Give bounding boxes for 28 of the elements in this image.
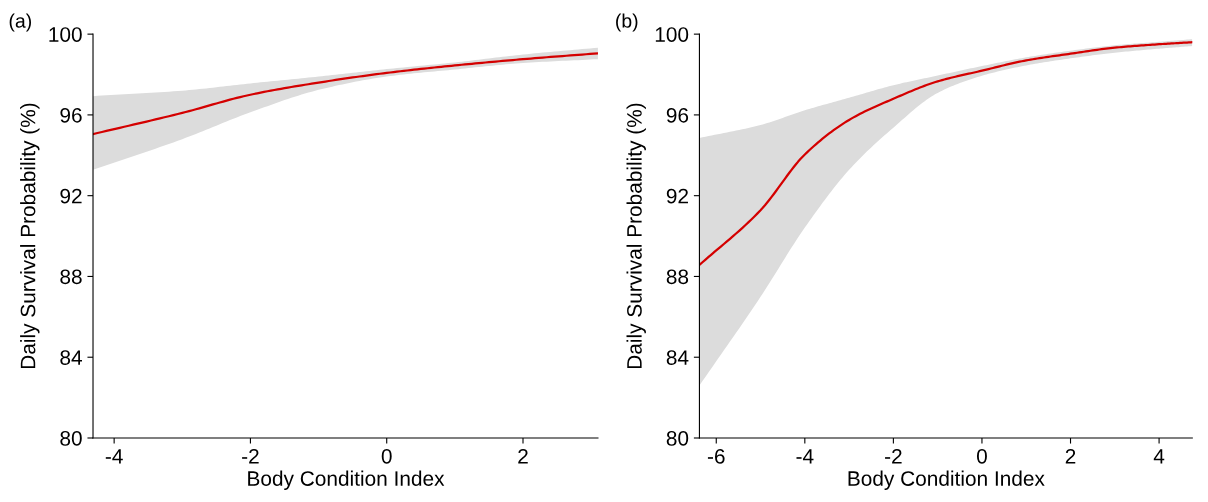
x-tick-label: 4 bbox=[1153, 449, 1165, 464]
y-tick-label: 100 bbox=[655, 27, 689, 42]
x-tick-label: -6 bbox=[707, 448, 725, 464]
x-tick-label: -2 bbox=[242, 448, 259, 464]
y-tick-label: 92 bbox=[666, 188, 688, 204]
y-tick-label: 84 bbox=[60, 350, 82, 365]
y-axis-title: Daily Survival Probability (%) bbox=[20, 103, 40, 369]
chart-title: (b) bbox=[616, 13, 638, 32]
x-axis-title: Body Condition Index bbox=[848, 470, 1045, 491]
x-tick-label: 2 bbox=[1065, 448, 1076, 464]
x-tick-label: 2 bbox=[518, 448, 528, 464]
y-tick-label: 80 bbox=[666, 431, 689, 446]
y-tick-label: 96 bbox=[60, 107, 82, 123]
y-tick-label: 88 bbox=[666, 269, 689, 285]
y-tick-label: 88 bbox=[60, 269, 82, 285]
x-axis-title: Body Condition Index bbox=[248, 470, 445, 491]
y-tick-label: 84 bbox=[666, 350, 689, 365]
y-axis-title: Daily Survival Probability (%) bbox=[626, 103, 646, 369]
x-tick-label: 0 bbox=[381, 448, 392, 464]
x-tick-label: -2 bbox=[885, 448, 902, 464]
y-tick-label: 92 bbox=[60, 188, 82, 204]
y-tick-label: 80 bbox=[60, 431, 82, 446]
x-tick-label: -4 bbox=[105, 449, 123, 464]
x-tick-label: -4 bbox=[796, 449, 814, 464]
y-tick-label: 96 bbox=[666, 107, 689, 123]
y-tick-label: 100 bbox=[49, 27, 82, 42]
chart-title: (a) bbox=[9, 13, 32, 32]
x-tick-label: 0 bbox=[976, 448, 987, 464]
